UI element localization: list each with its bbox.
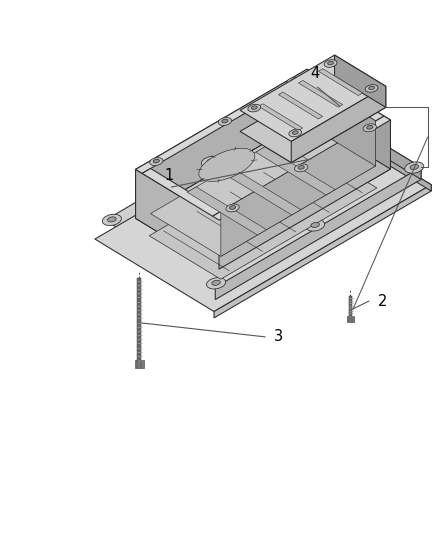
Polygon shape xyxy=(136,169,219,269)
Polygon shape xyxy=(258,104,303,131)
Polygon shape xyxy=(306,101,314,106)
Text: 4: 4 xyxy=(311,66,320,81)
Polygon shape xyxy=(367,125,373,129)
Polygon shape xyxy=(305,78,375,166)
Polygon shape xyxy=(311,100,421,180)
Polygon shape xyxy=(291,86,386,163)
Polygon shape xyxy=(136,118,390,269)
Polygon shape xyxy=(267,108,324,141)
Polygon shape xyxy=(212,280,220,285)
Text: 1: 1 xyxy=(164,168,173,183)
Polygon shape xyxy=(222,167,301,215)
Polygon shape xyxy=(136,69,307,219)
Polygon shape xyxy=(410,165,419,169)
Polygon shape xyxy=(307,69,390,169)
Polygon shape xyxy=(95,112,431,311)
Polygon shape xyxy=(226,204,239,212)
Polygon shape xyxy=(240,55,386,141)
Text: 3: 3 xyxy=(274,329,283,344)
Bar xyxy=(349,296,352,317)
Polygon shape xyxy=(222,119,228,123)
Polygon shape xyxy=(149,144,377,279)
Polygon shape xyxy=(218,117,232,125)
Polygon shape xyxy=(215,167,421,300)
Bar xyxy=(135,360,144,368)
Polygon shape xyxy=(300,99,319,110)
Polygon shape xyxy=(201,156,220,168)
Polygon shape xyxy=(105,100,421,287)
Polygon shape xyxy=(312,112,431,191)
Polygon shape xyxy=(207,159,215,164)
Polygon shape xyxy=(363,124,376,132)
Bar xyxy=(137,278,141,362)
Polygon shape xyxy=(248,104,261,112)
Text: 2: 2 xyxy=(378,294,387,309)
Polygon shape xyxy=(240,76,386,163)
Polygon shape xyxy=(149,158,163,166)
Polygon shape xyxy=(151,123,375,256)
Polygon shape xyxy=(365,85,378,92)
Polygon shape xyxy=(102,214,121,225)
Polygon shape xyxy=(187,187,267,235)
Polygon shape xyxy=(279,92,323,119)
Bar xyxy=(346,316,354,322)
Polygon shape xyxy=(142,168,221,216)
Polygon shape xyxy=(328,61,334,65)
Polygon shape xyxy=(230,206,236,209)
Polygon shape xyxy=(212,116,390,220)
Polygon shape xyxy=(324,60,337,67)
Polygon shape xyxy=(298,166,304,169)
Polygon shape xyxy=(221,121,375,256)
Polygon shape xyxy=(290,79,297,83)
Polygon shape xyxy=(311,222,319,228)
Polygon shape xyxy=(298,80,343,107)
Polygon shape xyxy=(153,159,159,163)
Polygon shape xyxy=(214,184,431,318)
Polygon shape xyxy=(305,73,384,121)
Polygon shape xyxy=(136,69,314,173)
Polygon shape xyxy=(219,120,390,269)
Polygon shape xyxy=(318,69,363,95)
Polygon shape xyxy=(199,148,255,181)
Polygon shape xyxy=(305,220,325,231)
Polygon shape xyxy=(206,278,226,289)
Polygon shape xyxy=(289,129,302,137)
Polygon shape xyxy=(294,164,308,172)
Polygon shape xyxy=(251,106,257,109)
Polygon shape xyxy=(108,217,116,222)
Polygon shape xyxy=(335,55,386,107)
Polygon shape xyxy=(405,162,424,173)
Polygon shape xyxy=(369,86,374,90)
Polygon shape xyxy=(256,147,335,195)
Polygon shape xyxy=(287,77,300,85)
Polygon shape xyxy=(292,131,298,134)
